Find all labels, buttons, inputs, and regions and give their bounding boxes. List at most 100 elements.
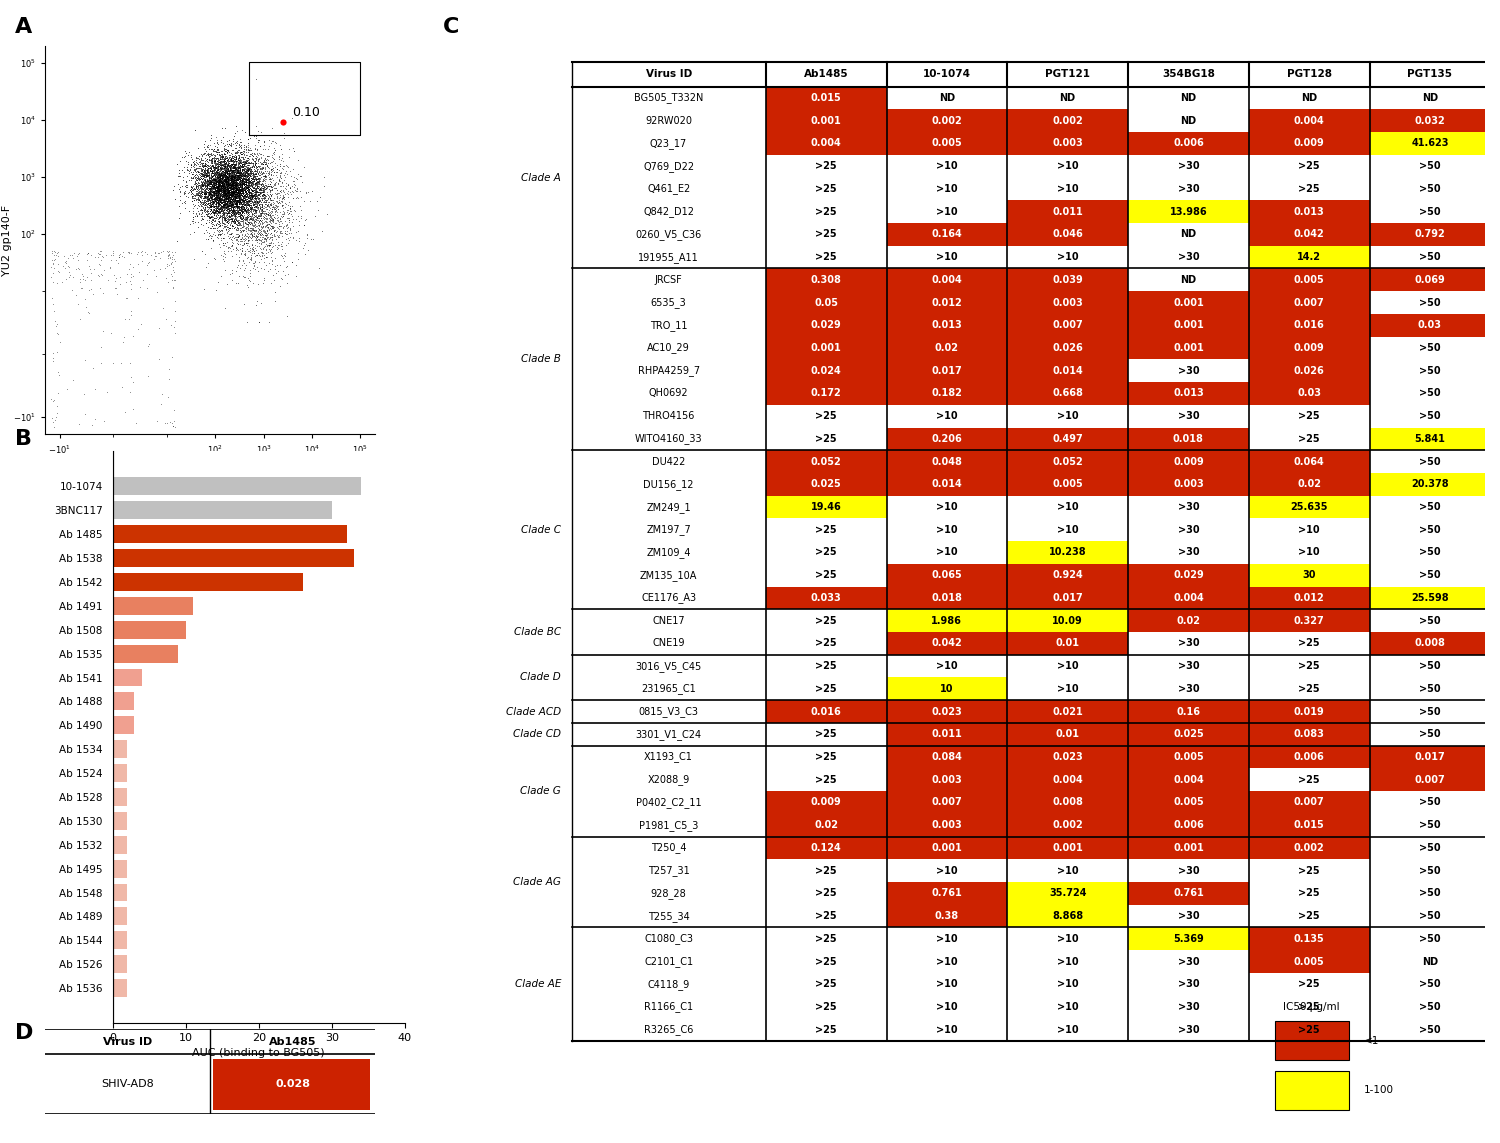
- Point: [186, 159, 210, 177]
- Point: [195, 185, 219, 203]
- Point: [217, 147, 242, 166]
- Point: [201, 176, 225, 194]
- Point: [195, 201, 219, 219]
- Point: [242, 243, 266, 262]
- Point: [216, 205, 240, 223]
- Point: [206, 177, 230, 195]
- Point: [264, 178, 288, 197]
- Point: [99, 323, 123, 342]
- Point: [244, 225, 268, 243]
- Point: [228, 226, 252, 245]
- Point: [248, 227, 272, 246]
- Point: [214, 168, 238, 186]
- Point: [206, 165, 230, 183]
- Point: [196, 200, 220, 218]
- Point: [209, 193, 232, 211]
- Point: [216, 201, 240, 219]
- Point: [190, 193, 214, 211]
- Point: [222, 178, 246, 197]
- Point: [217, 155, 242, 174]
- Point: [196, 187, 220, 206]
- Point: [192, 184, 216, 202]
- Point: [194, 214, 217, 232]
- Point: [262, 208, 286, 226]
- Point: [219, 150, 243, 168]
- Point: [232, 173, 256, 191]
- Point: [222, 190, 246, 208]
- Point: [198, 168, 222, 186]
- Point: [209, 166, 232, 184]
- Point: [207, 157, 231, 175]
- Point: [228, 181, 252, 199]
- Point: [234, 141, 258, 159]
- Point: [234, 183, 258, 201]
- Point: [213, 119, 237, 137]
- Point: [225, 178, 249, 197]
- Point: [210, 128, 234, 146]
- Point: [190, 181, 214, 199]
- Point: [207, 200, 231, 218]
- Point: [201, 185, 225, 203]
- Point: [214, 194, 238, 213]
- Point: [172, 162, 196, 181]
- Point: [195, 175, 219, 193]
- Point: [246, 170, 270, 189]
- Point: [196, 254, 220, 272]
- Point: [272, 190, 296, 208]
- Point: [209, 193, 232, 211]
- Point: [192, 193, 216, 211]
- Point: [207, 178, 231, 197]
- Point: [206, 163, 230, 182]
- Point: [254, 166, 278, 184]
- Point: [280, 213, 304, 231]
- Point: [214, 144, 238, 162]
- Point: [211, 250, 236, 269]
- Point: [192, 191, 216, 209]
- Point: [237, 221, 261, 239]
- Point: [249, 178, 273, 197]
- Point: [214, 171, 238, 190]
- Point: [234, 219, 258, 238]
- Point: [224, 241, 248, 259]
- Point: [240, 157, 264, 175]
- Point: [231, 266, 255, 285]
- Point: [228, 184, 252, 202]
- Point: [236, 190, 260, 208]
- Point: [231, 187, 255, 206]
- Point: [280, 207, 304, 225]
- Point: [182, 208, 206, 226]
- Point: [207, 157, 231, 175]
- Point: [255, 185, 279, 203]
- Point: [225, 142, 249, 160]
- Point: [244, 231, 268, 249]
- Point: [237, 171, 261, 190]
- Point: [200, 165, 223, 183]
- Point: [243, 192, 267, 210]
- Point: [216, 242, 240, 261]
- Point: [192, 194, 216, 213]
- Point: [242, 258, 266, 277]
- Text: >50: >50: [1419, 343, 1440, 353]
- Point: [216, 153, 240, 171]
- Point: [237, 178, 261, 197]
- Point: [234, 194, 258, 213]
- Text: >30: >30: [1178, 957, 1198, 967]
- Point: [220, 178, 245, 197]
- Point: [232, 147, 256, 166]
- Point: [220, 177, 245, 195]
- Point: [292, 245, 316, 263]
- Point: [248, 179, 272, 198]
- Text: >10: >10: [936, 934, 957, 944]
- Point: [213, 184, 237, 202]
- Point: [268, 151, 292, 169]
- Point: [209, 195, 232, 214]
- Point: [210, 157, 234, 175]
- Point: [214, 183, 238, 201]
- Point: [217, 187, 242, 206]
- Point: [220, 217, 245, 235]
- Point: [204, 199, 228, 217]
- Point: [244, 171, 268, 190]
- Point: [219, 161, 243, 179]
- Point: [294, 225, 318, 243]
- Point: [260, 214, 284, 232]
